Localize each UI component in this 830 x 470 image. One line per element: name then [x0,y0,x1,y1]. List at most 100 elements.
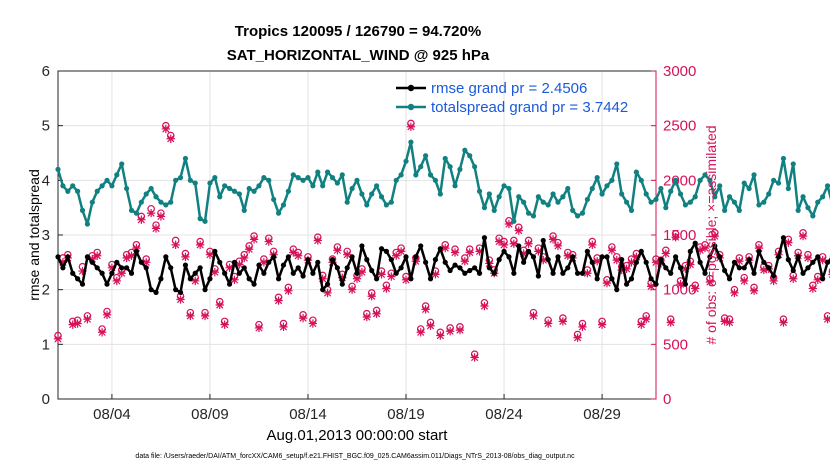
totalspread-point [334,180,340,186]
obs-assimilated-point [627,258,636,267]
totalspread-point [324,169,331,175]
rmse-point [697,259,703,265]
rmse-point [138,259,144,265]
totalspread-point [133,210,140,216]
rmse-point [604,254,610,260]
rmse-point [712,243,718,249]
rmse-point [124,265,130,271]
obs-assimilated-point [156,212,166,221]
totalspread-point [114,172,120,178]
obs-assimilated-point [499,240,509,249]
obs-assimilated-point [73,319,82,328]
totalspread-point [609,177,615,183]
totalspread-point [408,139,414,145]
obs-assimilated-point [323,288,332,298]
totalspread-point [668,188,674,194]
rmse-point [408,276,414,282]
totalspread-point [60,183,66,189]
obs-assimilated-point [426,321,435,330]
rmse-point [354,270,360,276]
obs-assimilated-point [720,317,729,326]
obs-assimilated-point [171,240,180,249]
obs-assimilated-point [607,246,617,255]
rmse-point [677,265,684,271]
rmse-point [540,237,546,244]
totalspread-point [604,183,610,189]
totalspread-point [619,191,625,197]
obs-assimilated-point [465,248,474,257]
totalspread-point [442,155,448,162]
totalspread-point [344,199,350,205]
rmse-point [619,257,625,263]
y-tick-label: 3 [42,227,50,244]
totalspread-point [187,177,193,183]
obs-assimilated-point [298,313,308,323]
obs-assimilated-point [759,265,768,275]
obs-assimilated-point [534,247,543,256]
rmse-point [369,267,375,274]
rmse-point [75,276,81,282]
obs-assimilated-point [504,219,514,229]
y2-tick-label: 0 [663,391,671,408]
obs-assimilated-point [754,243,764,253]
obs-assimilated-point [58,258,68,267]
x-tick-label: 08/09 [191,406,229,423]
totalspread-point [722,207,728,213]
rmse-point [761,259,767,265]
totalspread-point [530,213,537,219]
rmse-point [418,243,424,249]
totalspread-point [653,196,659,203]
legend-rmse-marker [407,84,415,92]
rmse-point [114,259,120,265]
totalspread-point [437,191,443,197]
y2-tick-label: 1000 [663,282,696,299]
rmse-point [722,267,728,274]
obs-assimilated-point [725,318,734,327]
rmse-point [521,259,527,265]
rmse-point [731,259,738,265]
rmse-point [673,254,679,260]
totalspread-point [692,194,698,200]
totalspread-point [163,202,169,208]
rmse-point [457,265,463,271]
rmse-point [736,265,742,271]
obs-assimilated-point [637,320,646,329]
obs-assimilated-point [274,296,283,305]
rmse-point [609,276,615,282]
rmse-point [70,270,76,276]
totalspread-point [275,210,282,216]
obs-assimilated-point [53,334,63,344]
totalspread-point [481,205,488,211]
rmse-point [231,259,238,265]
obs-assimilated-point [176,295,185,304]
obs-assimilated-point [823,315,830,324]
obs-assimilated-point [166,134,175,143]
left-axis-ticks: 0 1 2 3 4 5 6 [42,63,63,408]
x-tick-label: 08/04 [93,406,131,423]
y2-tick-label: 500 [663,336,688,353]
obs-assimilated-point [318,274,327,283]
totalspread-point [329,175,336,181]
rmse-point [530,254,537,260]
obs-assimilated-point [294,251,303,260]
rmse-point [462,270,468,276]
rmse-point [246,276,252,282]
totalspread-point [138,199,144,205]
rmse-point [687,248,693,254]
totalspread-point [217,194,223,200]
totalspread-point [550,191,556,197]
y-axis-label: rmse and totalspread [26,169,42,301]
totalspread-point [310,183,316,189]
totalspread-point [702,172,708,178]
obs-assimilated-point [455,325,465,335]
obs-assimilated-point [387,272,396,281]
totalspread-point [486,191,492,197]
rmse-point [349,254,355,260]
totalspread-point [432,177,439,183]
obs-assimilated-point [622,264,631,274]
obs-assimilated-point [509,239,519,248]
obs-assimilated-point [333,246,342,255]
obs-assimilated-point [220,320,229,329]
rmse-point [668,270,674,276]
totalspread-point [663,205,669,211]
